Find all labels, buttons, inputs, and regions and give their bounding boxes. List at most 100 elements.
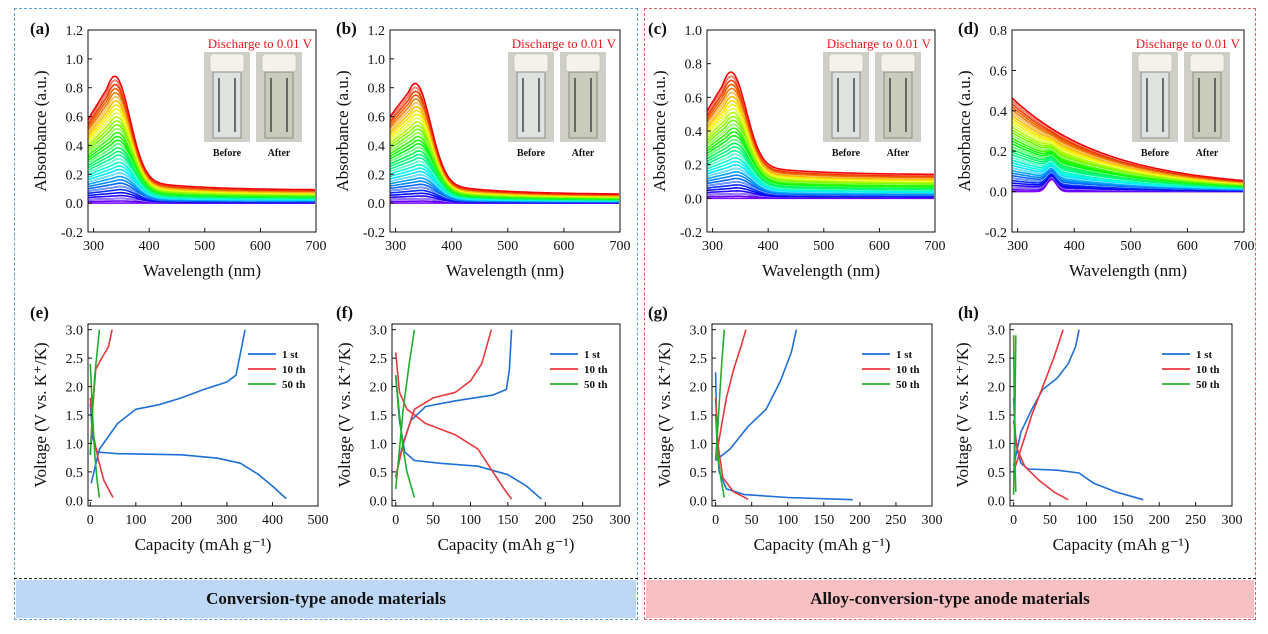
photo-label-after: After <box>572 148 595 159</box>
y-tick-label: 1.0 <box>685 24 703 39</box>
spectrum-line <box>390 82 619 195</box>
cuvette-body <box>883 71 913 139</box>
x-tick-label: 50 <box>426 513 440 528</box>
x-tick-label: 500 <box>308 513 329 528</box>
y-axis-title: Voltage (V vs. K⁺/K) <box>335 342 354 487</box>
series-1st-charge-line <box>90 329 246 484</box>
x-tick-label: 0 <box>392 513 399 528</box>
x-tick-label: 250 <box>572 513 593 528</box>
legend-label: 10 th <box>282 364 306 376</box>
x-axis-title: Capacity (mAh g⁻¹) <box>1053 535 1190 554</box>
discharge-annotation: Discharge to 0.01 V <box>512 36 617 51</box>
x-axis-title: Capacity (mAh g⁻¹) <box>754 535 891 554</box>
x-tick-label: 150 <box>1112 513 1133 528</box>
cuvette-body <box>516 71 546 139</box>
photo-label-after: After <box>268 148 291 159</box>
cuvette-photo-before: Before <box>508 52 554 159</box>
y-tick-label: 0.4 <box>685 125 703 140</box>
y-tick-label: 0.6 <box>685 91 703 106</box>
y-tick-label: 0.4 <box>66 139 84 154</box>
x-tick-label: 300 <box>1007 239 1028 254</box>
cuvette-body <box>212 71 242 139</box>
y-tick-label: 0.0 <box>990 186 1008 201</box>
y-tick-label: 1.2 <box>368 24 386 39</box>
x-tick-label: 0 <box>87 513 94 528</box>
x-tick-label: 200 <box>849 513 870 528</box>
y-tick-label: 0.8 <box>66 82 84 97</box>
series-10th-charge-line <box>394 329 493 478</box>
plot-area <box>707 71 934 200</box>
x-tick-label: 200 <box>1149 513 1170 528</box>
x-tick-label: 150 <box>813 513 834 528</box>
y-tick-label: 1.5 <box>690 409 708 424</box>
y-tick-label: 0.5 <box>66 466 84 481</box>
cuvette-photo-after: After <box>560 52 606 159</box>
x-tick-label: 500 <box>497 239 518 254</box>
y-tick-label: 0.2 <box>66 168 84 183</box>
x-tick-label: 700 <box>610 239 631 254</box>
y-tick-label: 0.4 <box>368 139 386 154</box>
x-tick-label: 400 <box>1064 239 1085 254</box>
plot-area <box>390 82 619 204</box>
y-tick-label: 0.6 <box>368 111 386 126</box>
y-tick-label: 0.8 <box>368 82 386 97</box>
y-tick-label: 0.6 <box>990 64 1008 79</box>
x-tick-label: 50 <box>1043 513 1057 528</box>
discharge-annotation: Discharge to 0.01 V <box>208 36 313 51</box>
cuvette-photo-before: Before <box>823 52 869 159</box>
cuvette-cap <box>209 53 245 73</box>
x-tick-label: 300 <box>385 239 406 254</box>
y-tick-label: 3.0 <box>370 324 388 339</box>
legend-label: 1 st <box>584 349 601 361</box>
x-tick-label: 600 <box>1177 239 1198 254</box>
chart-panel-f: (f) 1 st 10 th 50 th 0 50 100 150 200 250 300 0.0 0.… <box>335 303 631 554</box>
x-tick-label: 300 <box>1222 513 1243 528</box>
cuvette-cap <box>1137 53 1173 73</box>
legend-label: 50 th <box>282 379 306 391</box>
cuvette-photo-after: After <box>875 52 921 159</box>
y-tick-label: 0.0 <box>988 494 1006 509</box>
y-tick-label: 0.0 <box>685 192 703 207</box>
cuvette-body <box>1140 71 1170 139</box>
x-tick-label: 300 <box>922 513 943 528</box>
alloy-conversion-type-frame <box>644 8 1256 620</box>
legend-label: 50 th <box>896 379 920 391</box>
x-tick-label: 400 <box>139 239 160 254</box>
series-10th-discharge-line <box>394 352 513 500</box>
cuvette-body <box>1192 71 1222 139</box>
x-tick-label: 500 <box>194 239 215 254</box>
series-10th-charge-line <box>714 329 747 461</box>
series-1st-charge-line <box>394 329 513 478</box>
x-tick-label: 300 <box>83 239 104 254</box>
series-50th-charge-line <box>89 329 101 455</box>
chart-panel-h: (h) 1 st 10 th 50 th 0 50 100 150 200 250 300 0.0 0.… <box>953 303 1243 554</box>
left-divider <box>14 578 638 579</box>
x-axis-title: Capacity (mAh g⁻¹) <box>135 535 272 554</box>
x-tick-label: 500 <box>813 239 834 254</box>
panel-label: (b) <box>336 19 357 38</box>
chart-panel-a: (a) 300 400 500 600 700 -0.2 0.0 0.2 0.4 0.6 0.8 1.0… <box>30 19 327 280</box>
y-tick-label: 1.5 <box>370 409 388 424</box>
x-tick-label: 100 <box>125 513 146 528</box>
y-tick-label: 1.0 <box>370 437 388 452</box>
conversion-type-frame <box>14 8 638 620</box>
y-tick-label: 3.0 <box>690 324 708 339</box>
y-axis-title: Absorbance (a.u.) <box>31 70 50 191</box>
x-tick-label: 0 <box>1010 513 1017 528</box>
y-tick-label: 1.2 <box>66 24 84 39</box>
y-axis-title: Voltage (V vs. K⁺/K) <box>953 342 972 487</box>
y-tick-label: 1.0 <box>988 437 1006 452</box>
cuvette-body <box>264 71 294 139</box>
y-tick-label: 0.5 <box>690 466 708 481</box>
cuvette-cap <box>261 53 297 73</box>
photo-label-after: After <box>887 148 910 159</box>
series-1st-charge-line <box>715 329 798 462</box>
cuvette-cap <box>565 53 601 73</box>
alloy-conversion-type-banner: Alloy-conversion-type anode materials <box>646 580 1254 618</box>
x-tick-label: 200 <box>171 513 192 528</box>
y-tick-label: 2.0 <box>66 381 84 396</box>
y-axis-title: Absorbance (a.u.) <box>333 70 352 191</box>
y-tick-label: 1.0 <box>66 437 84 452</box>
plot-area <box>714 329 853 501</box>
